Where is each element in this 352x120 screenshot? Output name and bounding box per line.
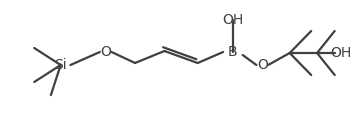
Text: OH: OH bbox=[222, 13, 244, 27]
Text: O: O bbox=[257, 58, 268, 72]
Text: OH: OH bbox=[330, 46, 351, 60]
Text: B: B bbox=[228, 45, 238, 59]
Text: Si: Si bbox=[54, 58, 67, 72]
Text: O: O bbox=[100, 45, 111, 59]
